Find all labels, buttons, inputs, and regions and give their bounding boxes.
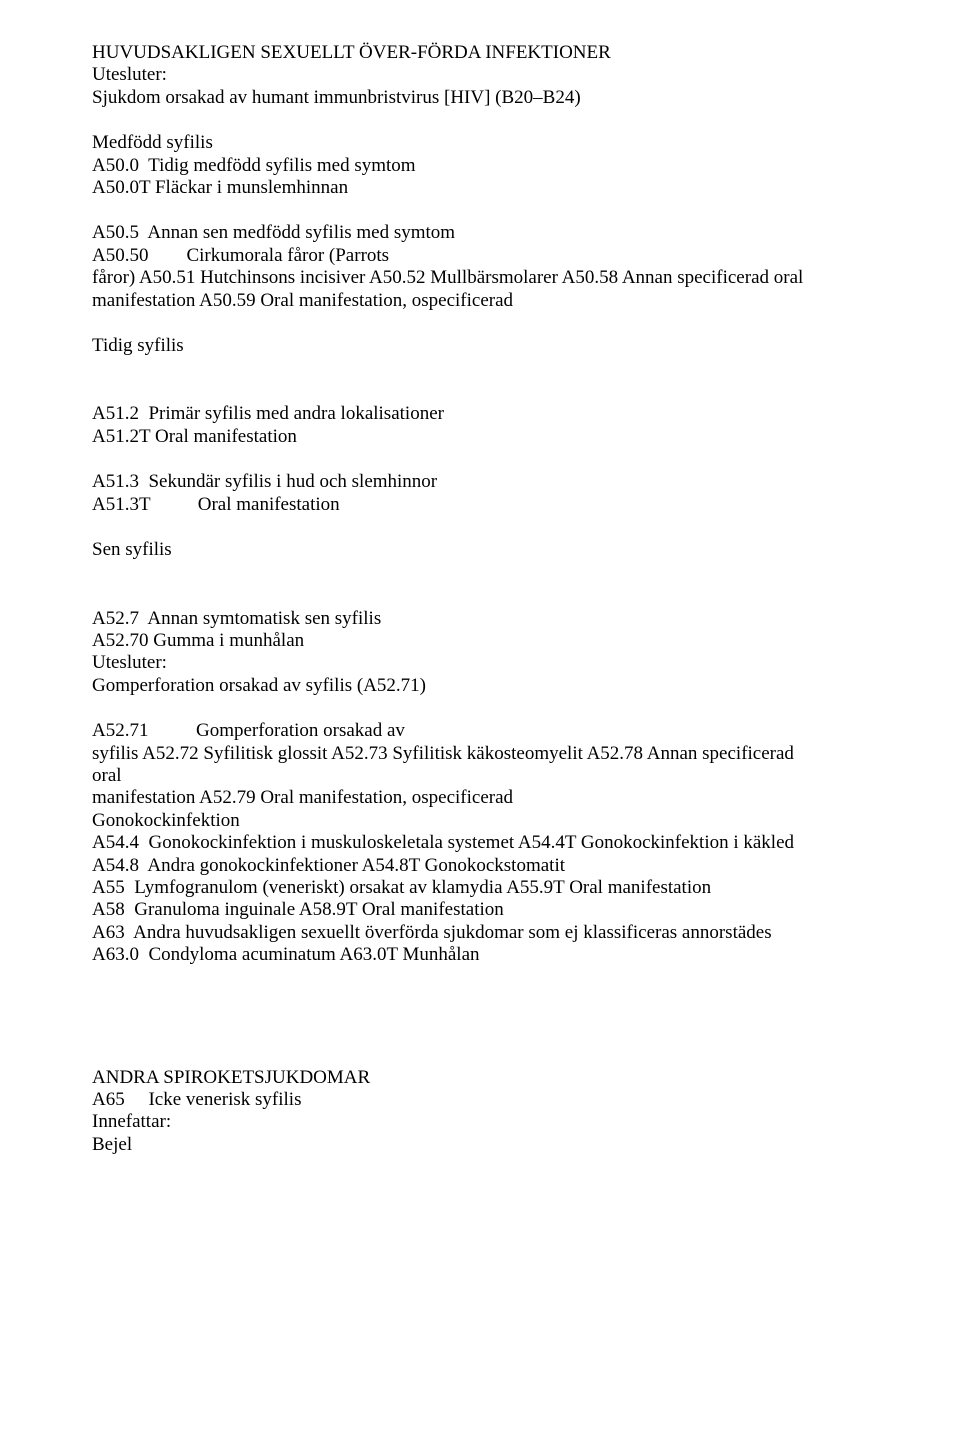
text-line: Gomperforation orsakad av syfilis (A52.7…	[92, 675, 868, 697]
text-line: A51.2 Primär syfilis med andra lokalisat…	[92, 403, 868, 425]
text-line: manifestation A52.79 Oral manifestation,…	[92, 787, 868, 809]
spacer	[92, 357, 868, 403]
text-line: A52.70 Gumma i munhålan	[92, 630, 868, 652]
text-line: Bejel	[92, 1134, 868, 1156]
text-line: A50.5 Annan sen medfödd syfilis med symt…	[92, 222, 868, 244]
text-line: Innefattar:	[92, 1111, 868, 1133]
text-line: A52.71 Gomperforation orsakad av	[92, 720, 868, 742]
text-line: A52.7 Annan symtomatisk sen syfilis	[92, 608, 868, 630]
text-line: A54.4 Gonokockinfektion i muskuloskeleta…	[92, 832, 868, 854]
text-line: A51.2T Oral manifestation	[92, 426, 868, 448]
spacer	[92, 109, 868, 132]
text-line: A65 Icke venerisk syfilis	[92, 1089, 868, 1111]
text-line: syfilis A52.72 Syfilitisk glossit A52.73…	[92, 743, 868, 765]
text-line: A55 Lymfogranulom (veneriskt) orsakat av…	[92, 877, 868, 899]
text-line: A63 Andra huvudsakligen sexuellt överför…	[92, 922, 868, 944]
text-line: Gonokockinfektion	[92, 810, 868, 832]
text-line: A51.3T Oral manifestation	[92, 494, 868, 516]
text-line: A50.0T Fläckar i munslemhinnan	[92, 177, 868, 199]
spacer	[92, 697, 868, 720]
spacer	[92, 562, 868, 608]
text-line: A54.8 Andra gonokockinfektioner A54.8T G…	[92, 855, 868, 877]
spacer	[92, 199, 868, 222]
text-line: A58 Granuloma inguinale A58.9T Oral mani…	[92, 899, 868, 921]
text-line: A50.0 Tidig medfödd syfilis med symtom	[92, 155, 868, 177]
text-line: Sen syfilis	[92, 539, 868, 561]
text-line: Utesluter:	[92, 652, 868, 674]
text-line: manifestation A50.59 Oral manifestation,…	[92, 290, 868, 312]
spacer	[92, 516, 868, 539]
text-utesluter: Utesluter:	[92, 64, 868, 86]
text-line: fåror) A50.51 Hutchinsons incisiver A50.…	[92, 267, 868, 289]
heading-main: HUVUDSAKLIGEN SEXUELLT ÖVER-FÖRDA INFEKT…	[92, 42, 868, 64]
spacer	[92, 448, 868, 471]
text-line: Tidig syfilis	[92, 335, 868, 357]
text-line: oral	[92, 765, 868, 787]
text-line: Medfödd syfilis	[92, 132, 868, 154]
document-page: HUVUDSAKLIGEN SEXUELLT ÖVER-FÖRDA INFEKT…	[0, 0, 960, 1430]
text-line: A51.3 Sekundär syfilis i hud och slemhin…	[92, 471, 868, 493]
spacer	[92, 967, 868, 1067]
text-line: A63.0 Condyloma acuminatum A63.0T Munhål…	[92, 944, 868, 966]
text-line: Sjukdom orsakad av humant immunbristviru…	[92, 87, 868, 109]
text-line: A50.50 Cirkumorala fåror (Parrots	[92, 245, 868, 267]
heading-secondary: ANDRA SPIROKETSJUKDOMAR	[92, 1067, 868, 1089]
spacer	[92, 312, 868, 335]
